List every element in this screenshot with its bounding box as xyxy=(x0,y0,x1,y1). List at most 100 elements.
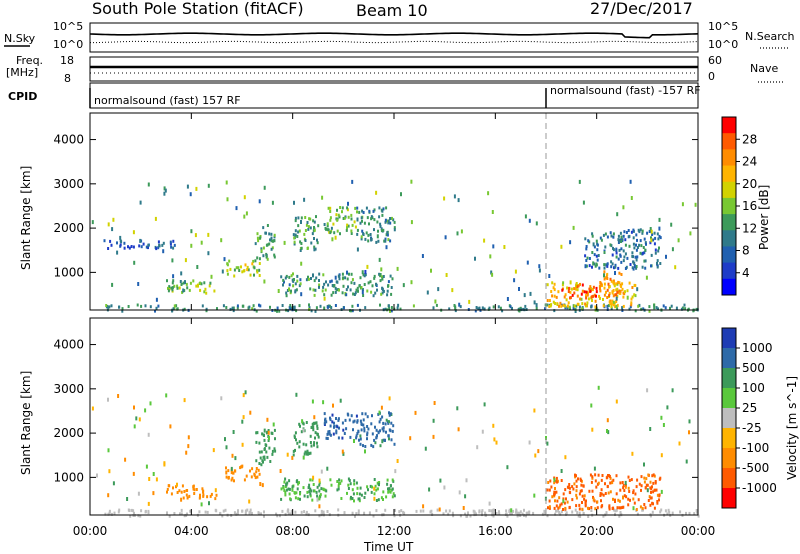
heatmap-cell xyxy=(298,304,301,308)
heatmap-cell xyxy=(426,290,429,295)
heatmap-cell xyxy=(318,285,320,289)
power-colorbar-label: Power [dB] xyxy=(757,185,771,250)
heatmap-cell xyxy=(361,290,364,295)
heatmap-cell xyxy=(696,510,698,514)
heatmap-cell xyxy=(356,432,359,435)
heatmap-cell xyxy=(587,291,589,295)
heatmap-cell xyxy=(382,429,385,433)
heatmap-cell xyxy=(313,245,316,249)
heatmap-cell xyxy=(495,512,498,515)
heatmap-cell xyxy=(290,306,293,310)
heatmap-cell xyxy=(469,514,472,518)
heatmap-cell xyxy=(451,511,454,515)
heatmap-cell xyxy=(318,483,321,487)
heatmap-cell xyxy=(270,239,273,243)
heatmap-cell xyxy=(591,234,594,238)
heatmap-cell xyxy=(314,436,316,440)
heatmap-cell xyxy=(202,493,205,497)
heatmap-cell xyxy=(180,271,183,276)
heatmap-cell xyxy=(330,483,333,487)
heatmap-cell xyxy=(234,456,237,461)
heatmap-cell xyxy=(614,509,617,513)
heatmap-cell xyxy=(617,234,620,238)
heatmap-cell xyxy=(347,477,350,481)
heatmap-cell xyxy=(366,425,369,428)
heatmap-cell xyxy=(357,509,360,513)
heatmap-cell xyxy=(336,425,339,429)
heatmap-cell xyxy=(538,268,541,273)
heatmap-cell xyxy=(534,453,537,458)
heatmap-cell xyxy=(590,480,593,484)
heatmap-cell xyxy=(636,246,639,249)
heatmap-cell xyxy=(117,394,120,398)
heatmap-cell xyxy=(207,183,210,188)
heatmap-cell xyxy=(300,220,302,224)
heatmap-cell xyxy=(580,483,583,487)
heatmap-cell xyxy=(478,306,481,310)
heatmap-cell xyxy=(658,234,661,238)
heatmap-cell xyxy=(292,449,295,453)
heatmap-cell xyxy=(616,303,619,307)
heatmap-cell xyxy=(334,304,337,307)
heatmap-cell xyxy=(227,469,230,473)
heatmap-cell xyxy=(375,499,378,502)
heatmap-cell xyxy=(178,489,181,493)
heatmap-cell xyxy=(635,265,638,268)
heatmap-cell xyxy=(154,216,157,221)
heatmap-cell xyxy=(339,232,341,236)
heatmap-cell xyxy=(341,206,344,210)
heatmap-cell xyxy=(584,302,587,306)
heatmap-cell xyxy=(576,511,579,515)
heatmap-cell xyxy=(692,309,695,313)
heatmap-cell xyxy=(327,431,330,435)
heatmap-cell xyxy=(460,229,463,234)
heatmap-cell xyxy=(184,258,187,263)
heatmap-cell xyxy=(581,494,584,498)
heatmap-cell xyxy=(583,497,586,501)
heatmap-cell xyxy=(315,306,318,310)
heatmap-cell xyxy=(346,412,349,416)
heatmap-cell xyxy=(604,492,607,495)
heatmap-cell xyxy=(615,288,618,292)
heatmap-cell xyxy=(445,273,448,277)
heatmap-cell xyxy=(563,295,566,299)
heatmap-cell xyxy=(577,477,579,481)
heatmap-cell xyxy=(371,432,374,436)
heatmap-cell xyxy=(578,492,581,496)
heatmap-cell xyxy=(370,490,373,494)
heatmap-cell xyxy=(481,306,484,310)
heatmap-cell xyxy=(325,420,328,424)
heatmap-cell xyxy=(374,291,377,295)
heatmap-cell xyxy=(232,471,235,475)
heatmap-cell xyxy=(292,284,295,288)
heatmap-cell xyxy=(275,512,278,516)
heatmap-cell xyxy=(591,295,594,299)
heatmap-cell xyxy=(579,489,582,493)
heatmap-cell xyxy=(415,509,418,513)
heatmap-cell xyxy=(199,495,201,499)
heatmap-cell xyxy=(390,292,393,296)
heatmap-cell xyxy=(126,497,129,501)
heatmap-cell xyxy=(421,254,424,258)
heatmap-cell xyxy=(366,433,369,437)
heatmap-cell xyxy=(290,512,293,516)
heatmap-cell xyxy=(355,436,358,440)
heatmap-cell xyxy=(526,260,529,265)
heatmap-cell xyxy=(309,492,312,496)
heatmap-cell xyxy=(506,297,509,301)
time-axis-labels: 00:00 04:00 08:00 12:00 16:00 20:00 00:00 xyxy=(73,524,716,538)
heatmap-cell xyxy=(643,251,646,255)
nsky-label: N.Sky xyxy=(4,32,36,45)
heatmap-cell xyxy=(246,508,249,512)
heatmap-cell xyxy=(178,286,181,290)
heatmap-cell xyxy=(361,412,364,416)
heatmap-cell xyxy=(483,238,486,243)
heatmap-cell xyxy=(591,265,593,269)
heatmap-cell xyxy=(384,239,387,243)
heatmap-cell xyxy=(310,309,313,313)
heatmap-cell xyxy=(370,237,373,241)
heatmap-cell xyxy=(297,224,300,228)
heatmap-cell xyxy=(550,485,553,489)
heatmap-cell xyxy=(193,492,196,495)
heatmap-cell xyxy=(271,200,274,205)
